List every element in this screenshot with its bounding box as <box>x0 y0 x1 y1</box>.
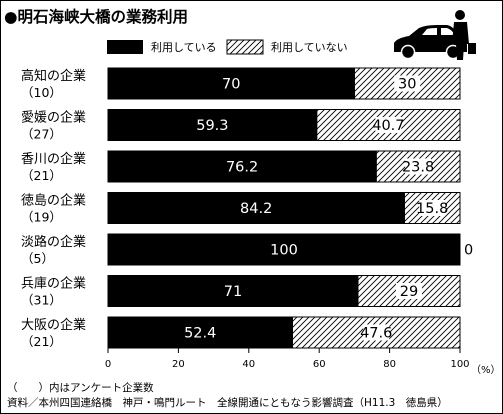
x-tick-label: 20 <box>172 359 185 370</box>
value-label-used: 76.2 <box>226 160 258 176</box>
bar-used <box>107 275 359 307</box>
value-label-used: 70 <box>222 77 240 93</box>
category-count: （5） <box>21 251 54 266</box>
value-label-used: 59.3 <box>196 118 228 134</box>
value-label-not-used: 29 <box>400 284 418 300</box>
category-count: （31） <box>21 293 62 308</box>
category-count: （10） <box>21 85 62 100</box>
value-label-used: 71 <box>224 284 242 300</box>
value-label-not-used: 30 <box>398 77 416 93</box>
bar-used <box>107 316 293 349</box>
legend-swatch-not-used <box>226 39 264 55</box>
category-count: （21） <box>21 334 62 349</box>
note-source: 資料／本州四国連絡橋 神戸・鳴門ルート 全線開通にともなう影響調査（H11.3 … <box>7 396 448 409</box>
category-label: 大阪の企業 <box>21 317 86 333</box>
value-label-used: 52.4 <box>184 326 216 342</box>
value-label-bg <box>405 158 432 175</box>
value-label-bg <box>363 324 390 341</box>
x-tick-label: 100 <box>450 359 469 370</box>
category-count: （19） <box>21 210 62 225</box>
legend-label-used: 利用している <box>151 41 217 54</box>
value-labels: 70 30 59.3 40.7 76.2 23.8 84.2 15.8 100 0 71 29 52.4… <box>184 75 473 342</box>
note-survey-count: （ ）内はアンケート企業数 <box>7 381 154 394</box>
value-label-not-used: 23.8 <box>402 160 434 176</box>
legend-label-not-used: 利用していない <box>271 41 348 54</box>
bar-used <box>107 150 377 183</box>
bar-used <box>107 109 318 141</box>
bars <box>107 67 461 349</box>
value-label-not-used: 0 <box>464 243 473 259</box>
bar-used <box>107 233 461 266</box>
value-label-bg <box>419 200 446 216</box>
x-tick-label: 0 <box>105 359 111 370</box>
x-tick-label: 40 <box>242 359 255 370</box>
value-label-bg <box>395 283 422 299</box>
value-label-used: 100 <box>270 243 298 259</box>
value-label-not-used: 47.6 <box>360 326 392 342</box>
category-labels: 高知の企業（10）愛媛の企業（27）香川の企業（21）徳島の企業（19）淡路の企… <box>21 68 86 349</box>
chart-title: ●明石海峡大橋の業務利用 <box>4 7 188 26</box>
x-axis-unit: （%） <box>471 364 501 376</box>
value-label-not-used: 15.8 <box>416 201 448 217</box>
value-label-bg <box>394 75 421 92</box>
category-label: 淡路の企業 <box>21 234 86 250</box>
category-label: 香川の企業 <box>21 151 86 167</box>
car-and-person-icon <box>394 10 476 60</box>
value-label-used: 84.2 <box>240 201 272 217</box>
value-label-bg <box>375 117 402 133</box>
category-count: （21） <box>21 168 62 183</box>
category-label: 兵庫の企業 <box>21 276 86 292</box>
bar-used <box>107 67 355 100</box>
category-label: 徳島の企業 <box>21 193 86 209</box>
value-label-not-used: 40.7 <box>372 118 404 134</box>
category-label: 愛媛の企業 <box>21 110 86 126</box>
x-tick-label: 80 <box>383 359 396 370</box>
category-label: 高知の企業 <box>21 68 86 84</box>
x-axis-ticks: 0 20 40 60 80 100 <box>105 348 470 370</box>
legend-swatch-used <box>107 40 143 54</box>
category-count: （27） <box>21 127 62 142</box>
x-tick-label: 60 <box>313 359 326 370</box>
